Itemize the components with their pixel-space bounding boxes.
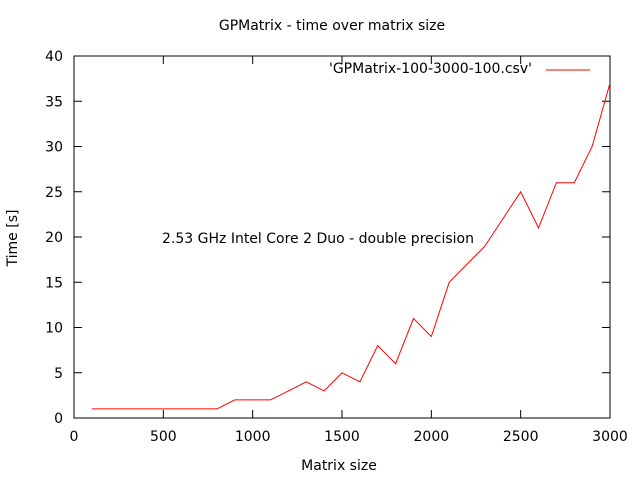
- y-tick-label: 20: [45, 230, 63, 246]
- x-tick-label: 2000: [414, 429, 450, 445]
- x-tick-label: 2500: [503, 429, 539, 445]
- y-tick-label: 0: [54, 411, 63, 427]
- x-tick-label: 500: [150, 429, 177, 445]
- y-tick-label: 15: [45, 275, 63, 291]
- y-tick-label: 25: [45, 185, 63, 201]
- y-axis-label: Time [s]: [5, 210, 21, 268]
- y-tick-label: 10: [45, 321, 63, 337]
- x-tick-label: 1500: [324, 429, 360, 445]
- chart-title: GPMatrix - time over matrix size: [219, 18, 445, 34]
- x-axis-label: Matrix size: [301, 458, 377, 474]
- y-tick-label: 40: [45, 49, 63, 65]
- series-line: [91, 82, 611, 410]
- x-tick-label: 1000: [235, 429, 271, 445]
- legend-label: 'GPMatrix-100-3000-100.csv': [329, 61, 532, 77]
- y-tick-label: 35: [45, 94, 63, 110]
- x-tick-label: 3000: [592, 429, 628, 445]
- y-tick-label: 5: [54, 366, 63, 382]
- x-tick-label: 0: [70, 429, 79, 445]
- chart-annotation: 2.53 GHz Intel Core 2 Duo - double preci…: [162, 231, 474, 247]
- y-tick-label: 30: [45, 140, 63, 156]
- axis-ticks: 0 500 1000 1500 2000 2500 3000 0 5 10 15 20 25 30 35 40: [45, 49, 628, 445]
